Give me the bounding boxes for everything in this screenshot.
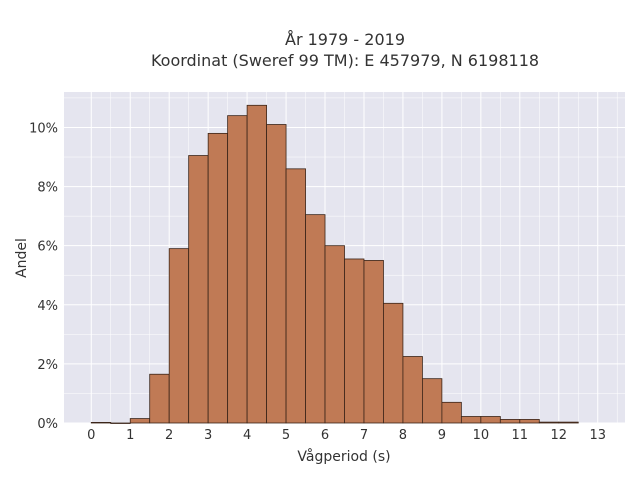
histogram-bar xyxy=(383,302,404,424)
x-tick-label: 0 xyxy=(87,428,95,443)
x-tick-label: 12 xyxy=(550,428,567,443)
y-tick-label: 2% xyxy=(37,358,58,373)
x-tick-label: 8 xyxy=(399,428,407,443)
y-tick-label: 10% xyxy=(29,121,58,136)
x-tick-label: 2 xyxy=(165,428,173,443)
y-tick-label: 8% xyxy=(37,181,58,196)
x-tick-label: 13 xyxy=(589,428,606,443)
histogram-bar xyxy=(558,421,579,424)
x-tick-label: 10 xyxy=(473,428,490,443)
chart-subtitle: Koordinat (Sweref 99 TM): E 457979, N 61… xyxy=(151,51,539,70)
y-tick-label: 6% xyxy=(37,240,58,255)
y-axis-label: Andel xyxy=(14,238,30,278)
y-tick-label: 0% xyxy=(37,417,58,432)
histogram-bar xyxy=(110,422,131,424)
histogram-bar xyxy=(441,401,462,424)
x-tick-label: 11 xyxy=(512,428,529,443)
histogram-bar xyxy=(149,373,170,424)
histogram-bar xyxy=(324,245,345,424)
histogram-bar xyxy=(285,168,306,424)
x-tick-label: 4 xyxy=(243,428,251,443)
histogram-bar xyxy=(305,214,326,424)
histogram-bar xyxy=(129,418,151,424)
x-tick-label: 3 xyxy=(204,428,212,443)
y-tick-label: 4% xyxy=(37,299,58,314)
histogram-bar xyxy=(227,115,248,424)
x-axis-label: Vågperiod (s) xyxy=(297,448,390,465)
histogram-bar xyxy=(363,260,384,424)
x-tick-label: 6 xyxy=(321,428,329,443)
histogram-bar xyxy=(422,378,443,424)
bars xyxy=(90,104,579,424)
histogram-bar xyxy=(207,132,229,424)
histogram-bar xyxy=(460,416,482,424)
histogram-bar xyxy=(266,124,287,424)
histogram-bar xyxy=(90,422,112,424)
histogram-bar xyxy=(188,155,209,424)
tick-labels: 0 1 2 3 4 5 6 7 8 9 10 11 12 130%2%4%6%8%10% xyxy=(29,121,606,443)
histogram-bar xyxy=(344,258,365,424)
histogram-bar xyxy=(499,419,521,424)
histogram-bar xyxy=(246,104,267,424)
x-tick-label: 9 xyxy=(438,428,446,443)
x-tick-label: 1 xyxy=(126,428,134,443)
x-tick-label: 7 xyxy=(360,428,368,443)
chart-title: År 1979 - 2019 xyxy=(285,30,405,49)
histogram-bar xyxy=(168,248,190,424)
histogram-bar xyxy=(538,421,560,424)
x-tick-label: 5 xyxy=(282,428,290,443)
histogram-bar xyxy=(519,419,540,424)
histogram-bar xyxy=(480,416,501,424)
histogram-bar xyxy=(402,356,423,424)
